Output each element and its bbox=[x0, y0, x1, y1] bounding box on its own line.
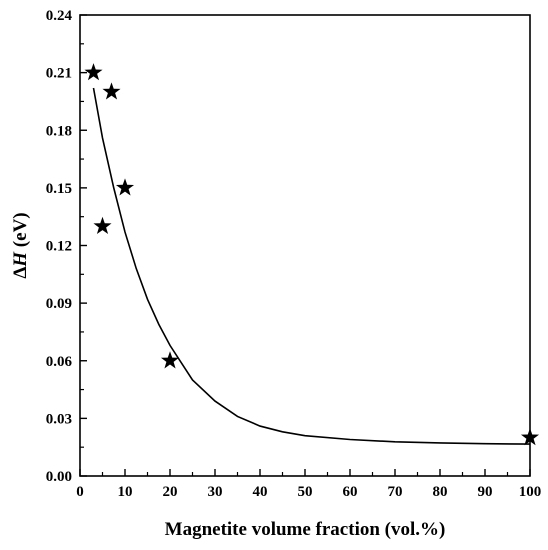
x-tick-label: 50 bbox=[298, 484, 313, 500]
data-point-star bbox=[102, 82, 121, 100]
plot-frame bbox=[79, 14, 531, 477]
data-point-star bbox=[84, 63, 103, 81]
x-tick-label: 60 bbox=[343, 484, 358, 500]
fit-curve bbox=[92, 87, 531, 445]
y-axis-title-symbol: H bbox=[10, 251, 31, 268]
x-tick-label: 30 bbox=[208, 484, 223, 500]
data-point-star bbox=[93, 216, 112, 234]
x-tick-label: 0 bbox=[76, 484, 84, 500]
y-axis-title: ΔH (eV) bbox=[10, 212, 31, 278]
x-axis-title: Magnetite volume fraction (vol.%) bbox=[165, 519, 446, 540]
x-tick-label: 40 bbox=[253, 484, 268, 500]
y-axis-title-unit: (eV) bbox=[10, 212, 31, 252]
x-tick-label: 100 bbox=[519, 484, 542, 500]
y-axis-title-prefix: Δ bbox=[10, 267, 31, 279]
data-point-star bbox=[160, 351, 180, 369]
x-tick-label: 90 bbox=[478, 484, 493, 500]
x-tick-label: 70 bbox=[388, 484, 403, 500]
y-tick-label: 0.21 bbox=[46, 66, 72, 82]
x-tick-label: 80 bbox=[433, 484, 448, 500]
y-tick-label: 0.09 bbox=[46, 296, 72, 312]
y-tick-label: 0.18 bbox=[46, 123, 72, 139]
y-tick-label: 0.06 bbox=[46, 354, 73, 370]
x-tick-label: 10 bbox=[118, 484, 133, 500]
y-tick-label: 0.24 bbox=[46, 8, 73, 24]
y-tick-label: 0.12 bbox=[46, 239, 72, 255]
y-tick-label: 0.15 bbox=[46, 181, 72, 197]
data-point-star bbox=[115, 178, 135, 196]
tick-labels: 0 10 20 30 40 50 60 70 80 90 100 0.00 0.03 0.06 0.09 0.… bbox=[46, 8, 542, 500]
y-tick-label: 0.03 bbox=[46, 411, 72, 427]
axis-ticks bbox=[79, 14, 531, 477]
y-tick-label: 0.00 bbox=[46, 469, 72, 485]
x-tick-label: 20 bbox=[163, 484, 178, 500]
data-points bbox=[84, 63, 540, 446]
